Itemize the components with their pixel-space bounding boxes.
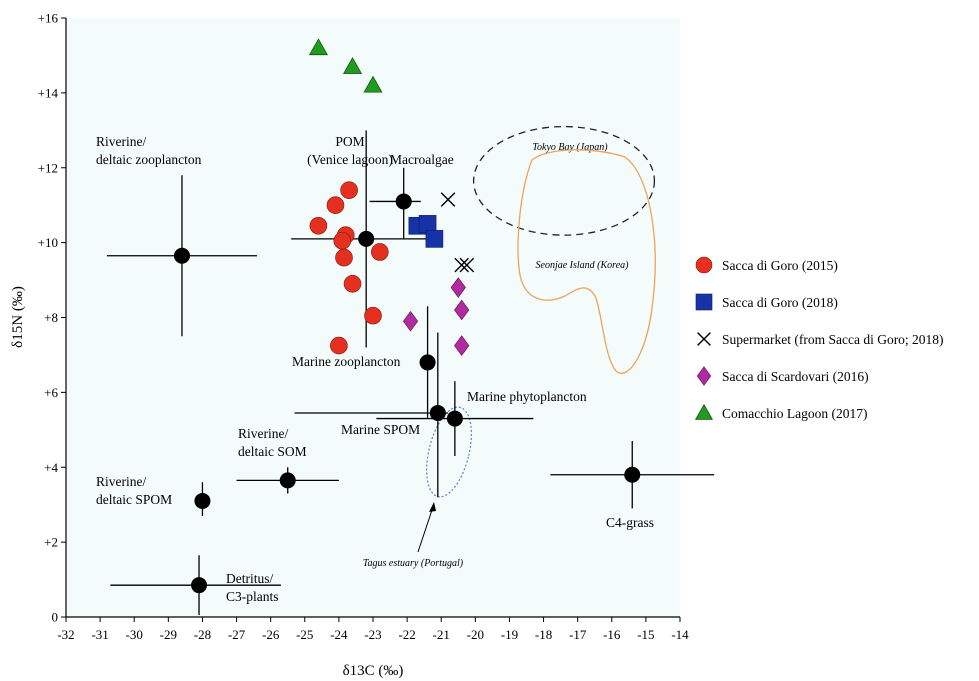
x-tick-label: -18 [535, 627, 552, 642]
y-tick-label: +4 [44, 460, 58, 475]
legend-marker-1 [695, 293, 713, 311]
y-tick-label: +8 [44, 310, 58, 325]
series-4-point [363, 75, 383, 93]
series-1-point [425, 230, 444, 248]
seonjae-island-label: Seonjae Island (Korea) [536, 260, 630, 271]
source-mean-point [358, 230, 375, 247]
y-tick-label: +6 [44, 385, 58, 400]
x-tick-label: -15 [637, 627, 654, 642]
source-mean-point [194, 492, 211, 509]
series-0-point [343, 275, 362, 293]
legend-marker-0 [695, 256, 713, 274]
x-tick-label: -29 [160, 627, 177, 642]
legend-label-3: Sacca di Scardovari (2016) [722, 369, 869, 384]
tagus-arrow-line [417, 503, 435, 553]
x-tick-label: -26 [262, 627, 280, 642]
series-2-point [454, 257, 469, 273]
source-errorbars [106, 130, 715, 616]
series-0-point [330, 336, 348, 355]
series-4-point [308, 38, 328, 56]
series-2-point [440, 192, 456, 207]
x-tick-label: -19 [501, 627, 518, 642]
x-tick-label: -25 [296, 627, 313, 642]
source-mean-point [624, 466, 641, 483]
tagus-estuary-label: Tagus estuary (Portugal) [363, 558, 464, 569]
series-1-point [418, 215, 437, 233]
x-tick-label: -31 [91, 627, 108, 642]
legend-label-2: Supermarket (from Sacca di Goro; 2018) [722, 332, 944, 347]
x-tick-label: -32 [57, 627, 74, 642]
tagus-arrow-head [429, 502, 436, 512]
source-label-8: Detritus/C3-plants [226, 571, 279, 604]
series-0-point [340, 181, 358, 200]
y-tick-label: +16 [38, 11, 59, 26]
legend-label-1: Sacca di Goro (2018) [722, 295, 838, 310]
series-3-point [450, 277, 466, 298]
y-tick-label: +14 [38, 85, 59, 100]
source-mean-point [191, 577, 208, 594]
data-points [308, 38, 475, 356]
source-mean-point [419, 354, 436, 371]
y-tick-label: +12 [38, 160, 58, 175]
source-mean-point [395, 193, 412, 210]
source-label-7: Riverine/deltaic SPOM [96, 474, 172, 507]
annotations: Riverine/deltaic zooplancton POM (Venice l… [96, 134, 654, 604]
x-tick-label: -22 [398, 627, 415, 642]
x-tick-label: -23 [364, 627, 381, 642]
x-tick-label: -14 [671, 627, 689, 642]
source-label-4: Marine SPOM [341, 422, 420, 437]
x-tick-label: -17 [569, 627, 587, 642]
source-mean-point [429, 404, 446, 421]
x-tick-label: -30 [126, 627, 143, 642]
x-tick-label: -21 [433, 627, 450, 642]
y-axis-title: δ15N (‰) [10, 286, 26, 348]
source-mean-point [173, 247, 190, 264]
x-tick-label: -27 [228, 627, 246, 642]
y-tick-label: 0 [52, 610, 59, 625]
x-tick-label: -28 [194, 627, 211, 642]
series-0-point [326, 196, 345, 214]
source-label-6: Riverine/deltaic SOM [238, 426, 307, 459]
tokyo-bay-region [472, 125, 656, 236]
series-3-point [402, 310, 419, 332]
source-mean-point [446, 410, 463, 427]
x-tick-label: -20 [467, 627, 484, 642]
legend-marker-3 [696, 366, 712, 386]
series-0-point [335, 248, 353, 267]
x-axis-title: δ13C (‰) [343, 663, 404, 679]
legend: Sacca di Goro (2015) Sacca di Goro (2018)… [694, 256, 944, 421]
source-label-1: POM (Venice lagoon) [307, 134, 393, 167]
series-2-point [459, 257, 475, 273]
legend-label-0: Sacca di Goro (2015) [722, 258, 838, 273]
series-0-point [371, 243, 389, 261]
series-3-point [454, 335, 470, 356]
x-tick-label: -16 [603, 627, 621, 642]
legend-marker-2 [697, 332, 711, 346]
y-tick-label: +2 [44, 535, 58, 550]
source-mean-point [279, 472, 296, 489]
series-4-point [343, 57, 363, 74]
y-tick-label: +10 [38, 235, 58, 250]
series-0-point [364, 306, 382, 325]
source-label-2: Macroalgae [390, 152, 454, 167]
series-3-point [454, 299, 470, 321]
legend-marker-4 [694, 403, 714, 420]
source-label-0: Riverine/deltaic zooplancton [96, 134, 202, 167]
source-label-9: C4-grass [606, 515, 654, 530]
series-0-point [333, 231, 352, 250]
tokyo-bay-label: Tokyo Bay (Japan) [532, 142, 608, 153]
source-label-5: Marine phytoplancton [467, 389, 587, 404]
legend-label-4: Comacchio Lagoon (2017) [722, 406, 867, 421]
axes: -32 -31 -30 -29 -28 -27 -26 -25 -24 -23 -22 -21 -20 -… [10, 11, 689, 680]
seonjae-island-region [517, 149, 656, 374]
x-tick-label: -24 [330, 627, 348, 642]
source-label-3: Marine zooplancton [292, 354, 401, 369]
series-0-point [309, 216, 328, 235]
